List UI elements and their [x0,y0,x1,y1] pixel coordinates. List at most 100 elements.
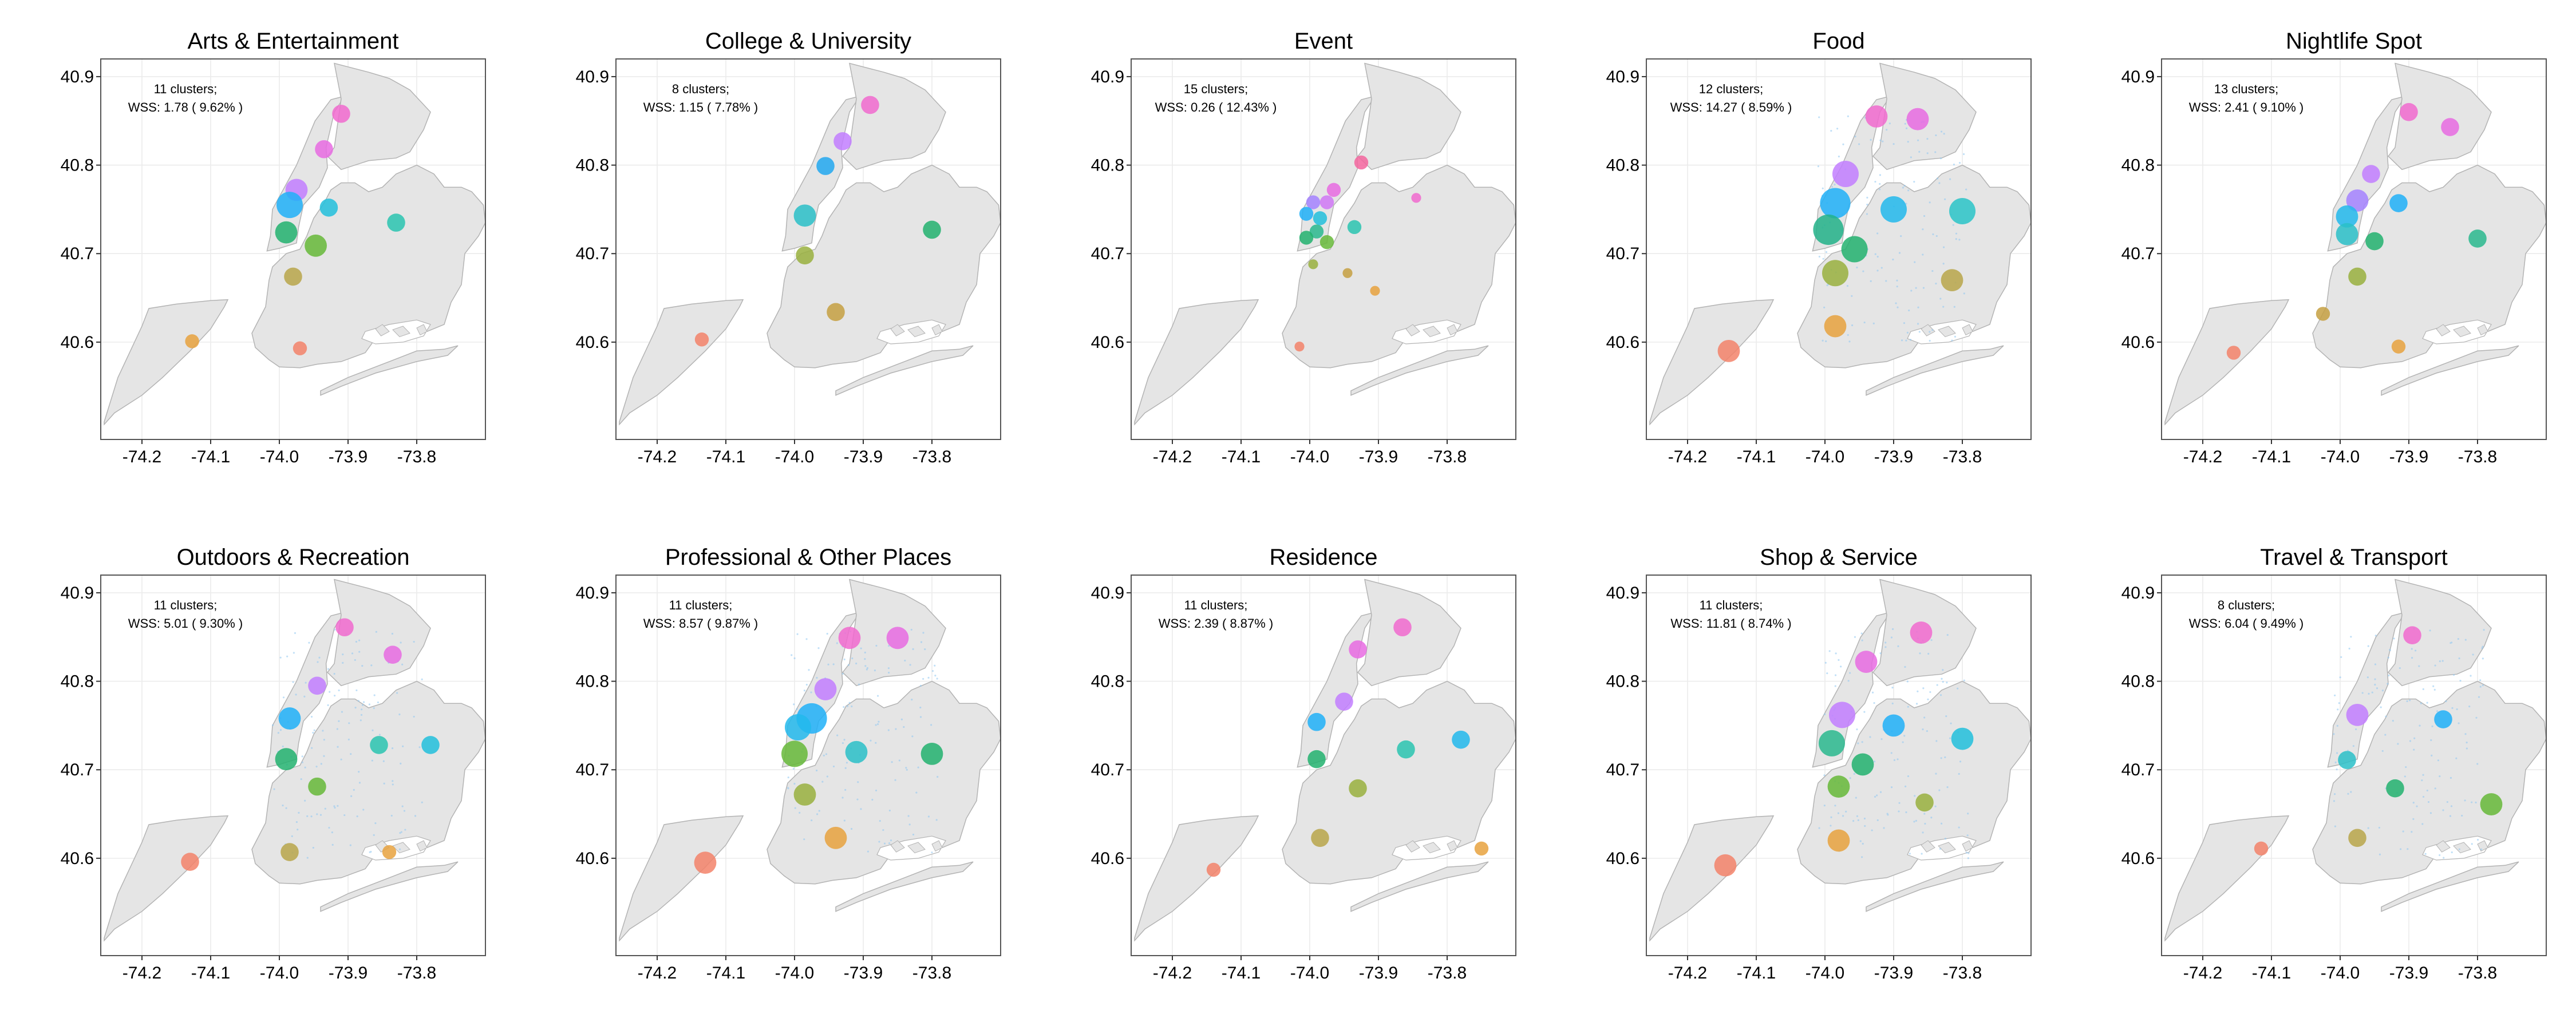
cluster-point[interactable] [1206,862,1221,877]
cluster-point[interactable] [814,678,837,700]
cluster-point[interactable] [1319,235,1334,249]
cluster-point[interactable] [308,676,326,695]
cluster-point[interactable] [1827,775,1850,798]
cluster-point[interactable] [1349,640,1367,659]
cluster-point[interactable] [181,853,199,871]
cluster-point[interactable] [293,341,307,355]
cluster-point[interactable] [276,192,303,219]
cluster-point[interactable] [335,618,354,637]
cluster-point[interactable] [2365,232,2384,251]
cluster-point[interactable] [370,736,388,754]
cluster-point[interactable] [1841,236,1868,263]
cluster-point[interactable] [1411,193,1421,203]
cluster-point[interactable] [2468,229,2487,248]
cluster-point[interactable] [2400,102,2418,121]
cluster-point[interactable] [793,783,816,806]
cluster-point[interactable] [2338,751,2356,770]
cluster-point[interactable] [382,845,397,859]
cluster-point[interactable] [1335,692,1353,711]
cluster-point[interactable] [1370,286,1380,296]
cluster-point[interactable] [833,132,852,150]
cluster-point[interactable] [2362,165,2380,183]
cluster-point[interactable] [2346,703,2369,726]
cluster-point[interactable] [2348,267,2366,286]
cluster-point[interactable] [2434,710,2452,728]
cluster-point[interactable] [1299,207,1314,221]
cluster-point[interactable] [1452,730,1470,749]
cluster-point[interactable] [2346,189,2369,212]
cluster-point[interactable] [1882,714,1905,737]
cluster-point[interactable] [2316,307,2330,321]
cluster-point[interactable] [1308,259,1318,270]
cluster-point[interactable] [1313,211,1327,225]
cluster-point[interactable] [1342,268,1353,278]
cluster-point[interactable] [1820,188,1851,219]
cluster-point[interactable] [2226,346,2241,360]
cluster-point[interactable] [2336,223,2358,245]
cluster-point[interactable] [275,221,298,244]
cluster-point[interactable] [185,334,199,348]
cluster-point[interactable] [694,332,709,347]
cluster-point[interactable] [1910,621,1933,644]
cluster-point[interactable] [278,707,301,730]
cluster-point[interactable] [861,96,879,114]
cluster-point[interactable] [920,742,943,765]
cluster-point[interactable] [816,157,835,175]
cluster-point[interactable] [332,105,350,123]
cluster-point[interactable] [1349,779,1367,798]
cluster-point[interactable] [1915,793,1934,812]
cluster-point[interactable] [1319,195,1334,209]
cluster-point[interactable] [421,736,440,754]
cluster-point[interactable] [2391,339,2406,354]
cluster-point[interactable] [1347,220,1362,235]
cluster-point[interactable] [1880,196,1907,223]
cluster-point[interactable] [1294,342,1305,352]
cluster-point[interactable] [1851,753,1874,776]
cluster-point[interactable] [1865,105,1888,128]
cluster-point[interactable] [2441,118,2459,136]
cluster-point[interactable] [1819,730,1845,756]
cluster-point[interactable] [308,777,326,796]
cluster-point[interactable] [824,826,847,849]
cluster-point[interactable] [1714,854,1737,877]
cluster-point[interactable] [280,843,299,861]
cluster-point[interactable] [1309,224,1324,239]
cluster-point[interactable] [384,645,402,664]
cluster-point[interactable] [1941,269,1963,292]
cluster-point[interactable] [1299,231,1314,245]
cluster-point[interactable] [1832,161,1859,188]
cluster-point[interactable] [923,220,941,239]
cluster-point[interactable] [315,140,333,159]
cluster-point[interactable] [1354,155,1369,170]
cluster-point[interactable] [2386,779,2404,798]
cluster-point[interactable] [1949,198,1976,224]
cluster-point[interactable] [1906,108,1929,130]
cluster-point[interactable] [1393,618,1412,637]
cluster-point[interactable] [1307,712,1326,731]
cluster-point[interactable] [781,740,808,767]
cluster-point[interactable] [1951,727,1974,750]
cluster-point[interactable] [319,199,338,217]
cluster-point[interactable] [1829,702,1855,728]
cluster-point[interactable] [1813,214,1844,245]
cluster-point[interactable] [694,851,717,874]
cluster-point[interactable] [2389,194,2408,212]
cluster-point[interactable] [275,748,298,771]
cluster-point[interactable] [1326,183,1341,197]
cluster-point[interactable] [2480,793,2503,815]
cluster-point[interactable] [793,204,816,227]
cluster-point[interactable] [1311,829,1329,847]
cluster-point[interactable] [387,213,405,232]
cluster-point[interactable] [2336,205,2358,228]
cluster-point[interactable] [2254,841,2269,856]
cluster-point[interactable] [284,267,302,286]
cluster-point[interactable] [305,234,327,257]
cluster-point[interactable] [1474,841,1489,856]
cluster-point[interactable] [845,740,868,763]
cluster-point[interactable] [1822,260,1848,287]
cluster-point[interactable] [796,246,814,265]
cluster-point[interactable] [838,627,861,649]
cluster-point[interactable] [1307,750,1326,768]
cluster-point[interactable] [886,627,909,649]
cluster-point[interactable] [1855,651,1878,673]
